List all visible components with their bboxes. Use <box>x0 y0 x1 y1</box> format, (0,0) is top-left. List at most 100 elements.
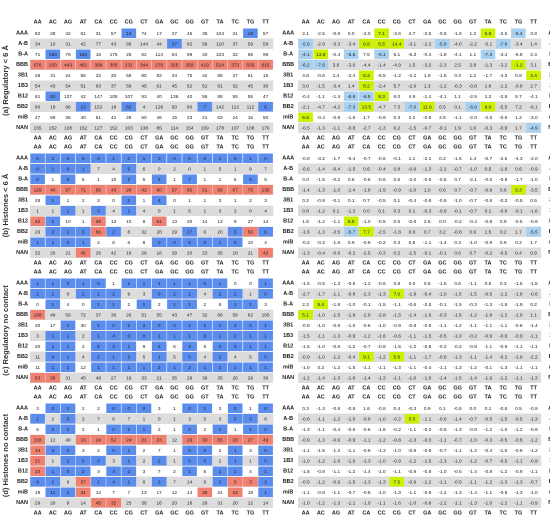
cell-value: 24 <box>126 437 132 443</box>
heatmap-cell <box>60 237 76 247</box>
cell-value: 88 <box>217 94 223 100</box>
cell-value: -1.1 <box>377 365 386 371</box>
column-label-top: AG <box>64 394 72 400</box>
cell-value: 14 <box>35 448 41 454</box>
row-band <box>30 184 274 195</box>
cell-value: -0.6 <box>332 323 341 329</box>
cell-value: 0.1 <box>485 406 492 412</box>
cell-value: 5 <box>249 354 252 360</box>
cell-value: -3.0 <box>529 115 538 121</box>
heatmap-cell <box>359 39 374 49</box>
heatmap-cell <box>526 227 541 237</box>
cell-value: -0.6 <box>362 323 371 329</box>
cell-value: 31 <box>65 41 71 47</box>
cell-value: 1 <box>234 198 237 204</box>
column-label-top: GC <box>438 144 446 150</box>
cell-value: 0.3 <box>454 73 461 79</box>
heatmap-cell <box>30 237 45 247</box>
cell-value: -0.9 <box>301 354 310 360</box>
cell-value: 0.8 <box>515 73 522 79</box>
cell-value: 0.6 <box>469 229 476 235</box>
heatmap-cell <box>75 102 91 112</box>
heatmap-cell <box>60 164 76 174</box>
cell-value: -1.3 <box>317 187 326 193</box>
cell-value: 1 <box>173 365 176 371</box>
column-label-top: AT <box>80 19 88 25</box>
cell-value: -1.0 <box>332 187 341 193</box>
cell-value: -0.5 <box>438 177 447 183</box>
heatmap-cell <box>121 403 137 413</box>
column-label-bottom: GT <box>201 510 209 516</box>
cell-value: 8 <box>143 240 146 246</box>
cell-value: 21 <box>202 115 208 121</box>
heatmap-cell <box>167 331 182 341</box>
heatmap-cell <box>243 227 258 237</box>
heatmap-cell <box>182 424 197 434</box>
row-label: B12 <box>283 94 293 100</box>
cell-value: 0.1 <box>439 406 446 412</box>
row-label: A-B <box>18 291 28 297</box>
column-label-top: GA <box>423 19 431 25</box>
cell-value: 59 <box>126 83 132 89</box>
cell-value: -0.7 <box>469 198 478 204</box>
cell-value: 3 <box>36 406 39 412</box>
column-label-top: TA <box>485 269 492 275</box>
cell-value: -1.2 <box>499 375 508 381</box>
cell-value: -1.1 <box>377 500 386 506</box>
cell-value: 85 <box>217 73 223 79</box>
cell-value: -0.8 <box>499 490 508 496</box>
cell-value: 27 <box>172 31 178 37</box>
row-band <box>298 413 542 424</box>
cell-value: 0.2 <box>515 240 522 246</box>
cell-value: -1.0 <box>347 416 356 422</box>
column-label-bottom: TT <box>262 510 269 516</box>
cell-value: -2.5 <box>362 250 371 256</box>
cell-value: -1.2 <box>332 448 341 454</box>
column-label-bottom: AT <box>80 260 88 266</box>
cell-value: -0.4 <box>317 250 326 256</box>
cell-value: -2.8 <box>377 312 386 318</box>
cell-value: -1.1 <box>362 437 371 443</box>
column-label-bottom: GC <box>170 135 178 141</box>
cell-value: -1.2 <box>347 344 356 350</box>
cell-value: -1.3 <box>484 62 493 68</box>
heatmap-cell <box>480 102 496 112</box>
cell-value: 0 <box>173 198 176 204</box>
cell-value: 2 <box>143 448 146 454</box>
cell-value: -1.3 <box>393 490 402 496</box>
row-band <box>30 309 274 320</box>
cell-value: -0.7 <box>453 437 462 443</box>
cell-value: 107 <box>125 94 133 100</box>
cell-value: 137 <box>64 94 72 100</box>
cell-value: 1.2 <box>469 31 476 37</box>
heatmap-cell <box>45 424 61 434</box>
cell-value: 1 <box>112 365 115 371</box>
cell-value: -1.5 <box>317 448 326 454</box>
heatmap-cell <box>495 39 511 49</box>
cell-value: -2.1 <box>423 156 432 162</box>
cell-value: -3.4 <box>347 41 356 47</box>
cell-value: 48 <box>50 312 56 318</box>
cell-value: -1.1 <box>469 323 478 329</box>
cell-value: -5.8 <box>301 41 310 47</box>
cell-value: 14 <box>187 490 193 496</box>
cell-value: -1.4 <box>317 166 326 172</box>
heatmap-cell <box>151 216 167 226</box>
cell-value: 128 <box>64 125 72 131</box>
row-label: 3B1 <box>283 73 293 79</box>
column-label-bottom: TG <box>247 260 255 266</box>
column-label-bottom: AC <box>49 510 57 516</box>
row-label: B-A <box>283 302 293 308</box>
cell-value: -0.8 <box>408 323 417 329</box>
cell-value: -1.1 <box>469 354 478 360</box>
cell-value: 5.5 <box>409 416 416 422</box>
cell-value: -1.0 <box>514 312 523 318</box>
cell-value: 29 <box>172 250 178 256</box>
row-label: BB2 <box>17 104 28 110</box>
cell-value: 13 <box>141 490 147 496</box>
cell-value: 3 <box>249 448 252 454</box>
cell-value: 12 <box>172 437 178 443</box>
row-label: B-A <box>18 52 28 58</box>
heatmap-cell <box>60 227 76 237</box>
cell-value: 2 <box>219 291 222 297</box>
